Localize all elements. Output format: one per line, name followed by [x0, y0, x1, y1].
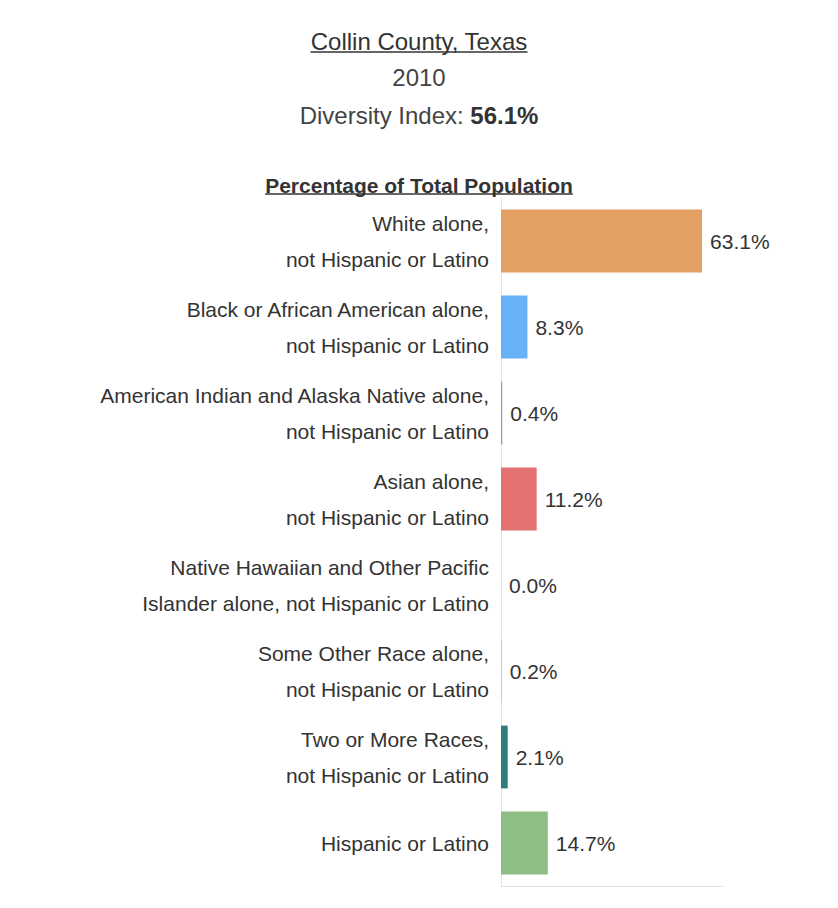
svg-text:Islander alone, not Hispanic o: Islander alone, not Hispanic or Latino	[142, 592, 489, 615]
svg-text:0.0%: 0.0%	[509, 574, 557, 597]
svg-text:Diversity Index:: Diversity Index:	[300, 102, 471, 129]
svg-text:14.7%: 14.7%	[556, 832, 616, 855]
svg-text:Two or More Races,: Two or More Races,	[301, 728, 489, 751]
svg-text:not Hispanic or Latino: not Hispanic or Latino	[286, 334, 489, 357]
svg-text:Collin County, Texas: Collin County, Texas	[311, 28, 528, 55]
svg-text:not Hispanic or Latino: not Hispanic or Latino	[286, 420, 489, 443]
svg-text:11.2%: 11.2%	[545, 488, 603, 511]
svg-text:Native Hawaiian and Other Paci: Native Hawaiian and Other Pacific	[170, 556, 489, 579]
svg-text:8.3%: 8.3%	[535, 316, 583, 339]
svg-text:Percentage of Total Population: Percentage of Total Population	[265, 174, 573, 197]
svg-text:not Hispanic or Latino: not Hispanic or Latino	[286, 764, 489, 787]
svg-text:American Indian and Alaska Nat: American Indian and Alaska Native alone,	[100, 384, 489, 407]
svg-text:Some Other Race alone,: Some Other Race alone,	[258, 642, 489, 665]
svg-text:not Hispanic or Latino: not Hispanic or Latino	[286, 248, 489, 271]
svg-text:not Hispanic or Latino: not Hispanic or Latino	[286, 506, 489, 529]
svg-text:2010: 2010	[392, 64, 445, 91]
svg-text:63.1%: 63.1%	[710, 230, 770, 253]
svg-text:Black or African American alon: Black or African American alone,	[187, 298, 489, 321]
svg-text:White alone,: White alone,	[372, 212, 489, 235]
svg-text:Hispanic or Latino: Hispanic or Latino	[321, 832, 489, 855]
svg-text:Asian alone,: Asian alone,	[373, 470, 489, 493]
svg-text:0.2%: 0.2%	[510, 660, 558, 683]
svg-text:56.1%: 56.1%	[470, 102, 538, 129]
svg-text:0.4%: 0.4%	[510, 402, 558, 425]
svg-text:not Hispanic or Latino: not Hispanic or Latino	[286, 678, 489, 701]
svg-text:2.1%: 2.1%	[516, 746, 564, 769]
